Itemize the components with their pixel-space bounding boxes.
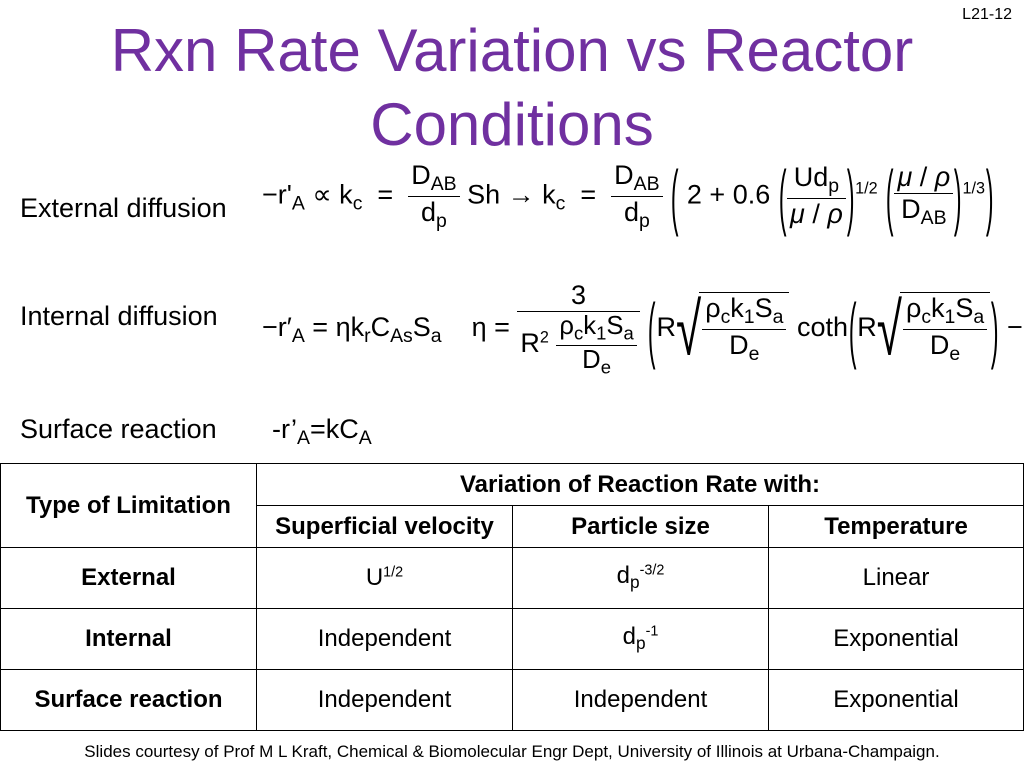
surface-reaction-label: Surface reaction bbox=[20, 414, 217, 444]
slide-number: L21-12 bbox=[962, 6, 1012, 23]
title-line-2: Conditions bbox=[370, 91, 654, 158]
cell-temperature-internal: Exponential bbox=[768, 608, 1024, 670]
cell-temperature-external: Linear bbox=[768, 547, 1024, 609]
slide-title: Rxn Rate Variation vs Reactor Conditions bbox=[0, 14, 1024, 162]
cell-velocity-surface: Independent bbox=[256, 669, 513, 731]
cell-velocity-external: U1/2 bbox=[256, 547, 513, 609]
table-row: Surface reaction Independent Independent… bbox=[0, 669, 1024, 731]
column-particle-size: Particle size bbox=[512, 505, 769, 548]
row-type-surface: Surface reaction bbox=[0, 669, 257, 731]
internal-diffusion-equation: −r′A = ηkrCAsSa η = 3 R2 ρck1Sa De (R√ ρck1… bbox=[262, 280, 1024, 378]
external-diffusion-label: External diffusion bbox=[20, 193, 227, 223]
external-diffusion-equation: −r'A ∝ kc = DAB dp Sh → kc = DAB dp ( 2 + … bbox=[262, 154, 994, 238]
row-type-internal: Internal bbox=[0, 608, 257, 670]
type-of-limitation-header: Type of Limitation bbox=[0, 463, 257, 548]
table-row: Internal Independent dp-1 Exponential bbox=[0, 608, 1024, 670]
column-temperature: Temperature bbox=[768, 505, 1024, 548]
variation-header: Variation of Reaction Rate with: bbox=[256, 463, 1024, 506]
table-row: External U1/2 dp-3/2 Linear bbox=[0, 547, 1024, 609]
row-type-external: External bbox=[0, 547, 257, 609]
cell-temperature-surface: Exponential bbox=[768, 669, 1024, 731]
title-line-1: Rxn Rate Variation vs Reactor bbox=[110, 17, 914, 84]
cell-size-internal: dp-1 bbox=[512, 608, 769, 670]
limitation-table: Type of Limitation Variation of Reaction… bbox=[0, 463, 1024, 731]
cell-size-surface: Independent bbox=[512, 669, 769, 731]
surface-reaction-equation: -r’A=kCA bbox=[272, 414, 372, 449]
cell-velocity-internal: Independent bbox=[256, 608, 513, 670]
internal-diffusion-label: Internal diffusion bbox=[20, 301, 218, 331]
footer-credit: Slides courtesy of Prof M L Kraft, Chemi… bbox=[84, 742, 940, 761]
column-superficial-velocity: Superficial velocity bbox=[256, 505, 513, 548]
cell-size-external: dp-3/2 bbox=[512, 547, 769, 609]
